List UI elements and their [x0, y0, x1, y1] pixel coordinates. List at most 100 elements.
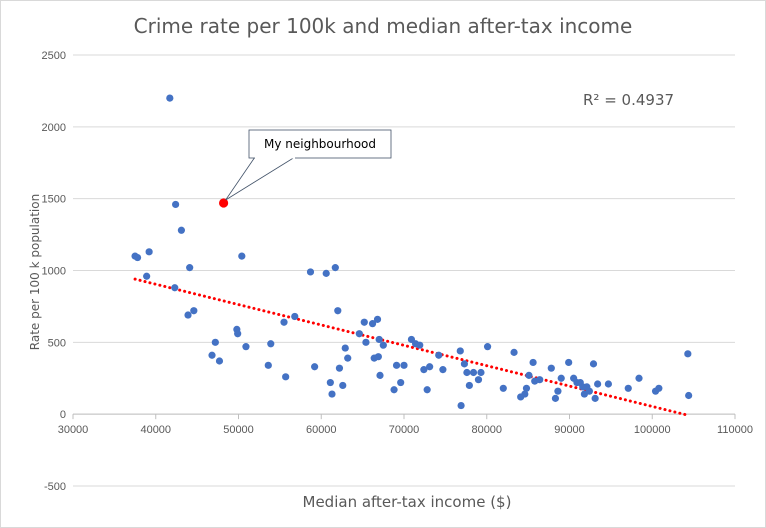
data-point: [400, 361, 408, 369]
callout-seam: [255, 156, 295, 159]
callout: My neighbourhood: [225, 129, 392, 201]
data-point: [375, 335, 383, 344]
data-point: [172, 200, 180, 209]
callout-pointer: [225, 156, 297, 201]
y-axis-ticks: -500 0 500 1000 1500 2000 2500: [42, 50, 66, 493]
data-point: [591, 394, 599, 402]
x-tick-label: 50000: [223, 424, 254, 436]
data-point: [435, 351, 443, 359]
data-point: [529, 358, 537, 367]
x-tick-label: 80000: [471, 424, 502, 436]
data-point: [684, 350, 692, 358]
y-axis-title: Rate per 100 k population: [28, 194, 42, 350]
data-point: [242, 343, 250, 351]
y-tick-label: 2500: [42, 50, 66, 62]
data-point: [525, 371, 533, 379]
data-point: [311, 363, 319, 371]
data-point: [234, 330, 242, 338]
y-tick-label: 1500: [42, 194, 66, 206]
data-point: [465, 381, 473, 390]
data-point: [416, 341, 424, 349]
data-point: [460, 360, 469, 368]
x-tick-label: 100000: [634, 424, 671, 436]
data-point: [589, 360, 598, 368]
data-point: [565, 358, 573, 367]
data-point: [282, 373, 290, 381]
data-point: [635, 374, 643, 382]
x-axis-ticks: 30000 40000 50000 60000 70000 80000 90000 10000…: [58, 414, 753, 436]
x-tick-label: 90000: [554, 424, 585, 436]
data-point: [211, 338, 219, 346]
data-point: [439, 366, 447, 374]
y-tick-label: 0: [60, 409, 66, 421]
data-point: [547, 364, 555, 372]
data-point: [420, 366, 428, 374]
data-point: [477, 368, 485, 377]
data-point: [499, 384, 507, 392]
data-point: [215, 357, 224, 365]
data-point: [474, 376, 483, 384]
data-point: [423, 386, 431, 394]
data-point: [362, 338, 370, 346]
data-point: [655, 384, 663, 392]
data-point: [483, 343, 492, 351]
gridlines: [73, 54, 735, 487]
y-tick-label: 500: [48, 337, 66, 349]
data-point: [624, 384, 632, 392]
data-point: [392, 361, 401, 369]
data-point: [360, 318, 368, 326]
data-point: [306, 268, 315, 276]
data-point: [291, 312, 299, 321]
data-point: [379, 341, 387, 349]
data-point: [339, 381, 347, 390]
data-point: [368, 320, 377, 328]
data-point: [426, 363, 434, 371]
data-point: [536, 376, 544, 384]
data-point: [341, 344, 349, 352]
data-point: [522, 384, 531, 392]
data-point: [594, 380, 602, 388]
data-point: [355, 330, 363, 338]
data-point: [456, 347, 464, 355]
data-point: [264, 361, 272, 369]
data-point: [184, 311, 192, 319]
data-point: [238, 252, 246, 260]
data-point: [166, 94, 174, 102]
data-point: [186, 264, 194, 272]
y-tick-label: 2000: [42, 122, 66, 134]
data-point: [208, 351, 216, 359]
highlight-point: [219, 198, 229, 208]
x-tick-label: 30000: [58, 424, 89, 436]
x-axis-title: Median after-tax income ($): [303, 493, 512, 511]
data-point: [373, 315, 382, 323]
data-point: [390, 386, 398, 394]
r-squared-label: R² = 0.4937: [583, 91, 674, 109]
data-point: [335, 364, 344, 372]
data-point: [557, 374, 565, 382]
data-point: [322, 269, 330, 277]
data-point: [267, 340, 275, 348]
data-point: [334, 307, 342, 315]
data-point: [554, 387, 562, 395]
data-points: [131, 94, 693, 410]
data-point: [190, 307, 198, 315]
data-point: [457, 401, 465, 410]
callout-box: [248, 129, 392, 159]
data-point: [326, 378, 334, 387]
data-point: [133, 253, 142, 262]
data-point: [280, 318, 288, 326]
y-tick-label: 1000: [42, 266, 66, 278]
callout-label: My neighbourhood: [264, 137, 376, 151]
x-tick-label: 70000: [389, 424, 420, 436]
data-point: [469, 368, 478, 377]
y-tick-label: -500: [44, 481, 66, 493]
data-point: [463, 368, 471, 377]
data-point: [331, 264, 339, 272]
data-point: [171, 284, 179, 292]
trendline-line: [133, 277, 691, 418]
data-point: [397, 378, 405, 387]
data-point: [551, 394, 560, 402]
data-point: [585, 387, 593, 395]
